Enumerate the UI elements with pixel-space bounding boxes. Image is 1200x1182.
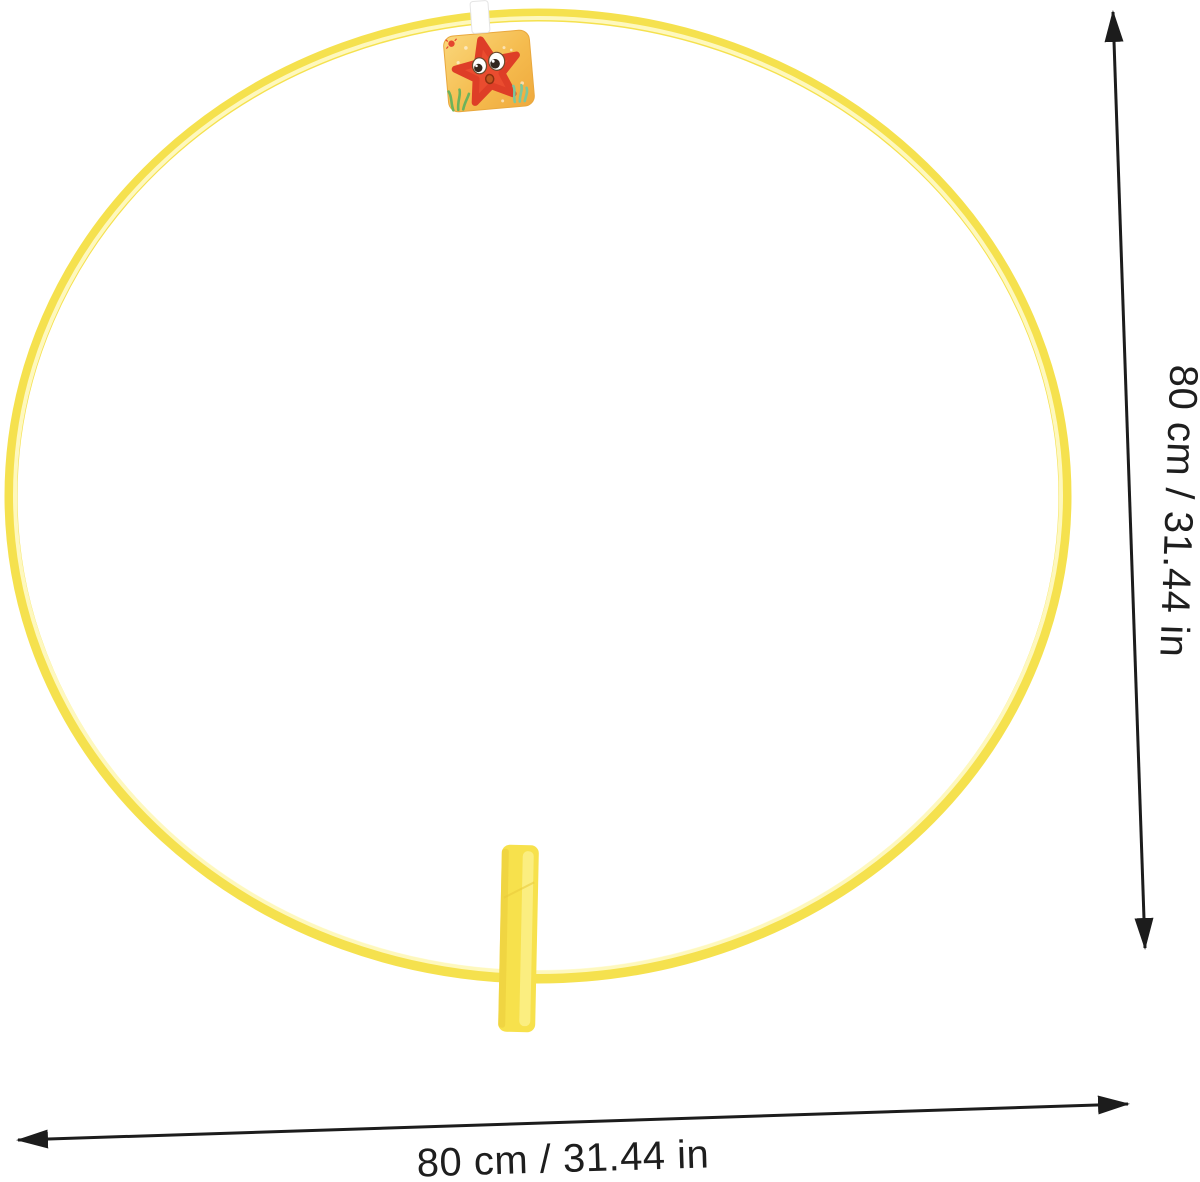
base-connector bbox=[498, 844, 539, 1033]
starfish-right-eye bbox=[488, 51, 506, 71]
width-dimension-line bbox=[16, 1095, 1130, 1149]
hang-tag bbox=[443, 29, 535, 113]
starfish-body bbox=[451, 36, 520, 106]
starfish-icon bbox=[451, 36, 520, 106]
seaweed-right-icon bbox=[512, 83, 529, 104]
height-dimension-line bbox=[1104, 10, 1154, 950]
clip bbox=[469, 0, 491, 34]
base-connector-crease bbox=[503, 881, 535, 899]
hoop-ring-highlight bbox=[13, 16, 1063, 974]
height-dimension: 80 cm / 31.44 in bbox=[1104, 10, 1200, 950]
width-dimension: 80 cm / 31.44 in bbox=[16, 1095, 1130, 1182]
seaweed-left-icon bbox=[447, 88, 471, 112]
crab-icon bbox=[445, 38, 458, 50]
starfish-left-eye bbox=[471, 57, 488, 75]
hoop-ring bbox=[4, 8, 1072, 984]
height-dimension-label: 80 cm / 31.44 in bbox=[1151, 364, 1200, 658]
width-dimension-label: 80 cm / 31.44 in bbox=[416, 1132, 710, 1182]
hula-hoop bbox=[4, 8, 1072, 984]
base-connector-shade bbox=[498, 848, 509, 1028]
base-connector-highlight bbox=[519, 851, 534, 1027]
starfish-mouth bbox=[484, 73, 495, 85]
